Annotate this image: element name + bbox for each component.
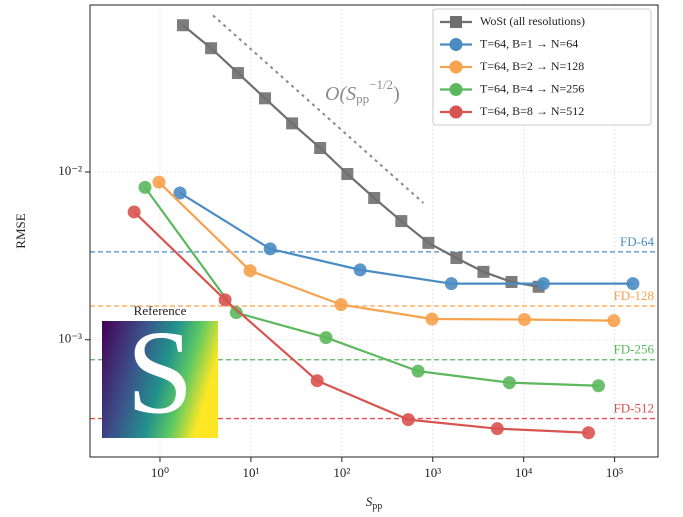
series-line <box>133 211 589 434</box>
marker <box>286 117 299 130</box>
inset-image <box>102 321 218 438</box>
legend-label: WoSt (all resolutions) <box>480 14 585 28</box>
marker <box>138 180 152 194</box>
annotation-sup: −1/2 <box>369 77 393 92</box>
fd-label: FD-512 <box>614 401 654 416</box>
legend-label: T=64, B=8 → N=512 <box>480 104 584 118</box>
marker <box>334 298 348 312</box>
marker <box>502 376 516 390</box>
marker <box>444 277 458 291</box>
marker <box>626 277 640 291</box>
y-tick-label: 10⁻² <box>58 163 82 178</box>
legend-label: T=64, B=4 → N=256 <box>480 81 584 95</box>
marker <box>229 306 243 320</box>
legend-marker <box>449 105 463 119</box>
legend-marker <box>449 60 463 74</box>
marker <box>263 242 277 256</box>
marker <box>517 313 531 327</box>
marker <box>401 413 415 427</box>
marker <box>314 142 327 155</box>
series-line <box>179 192 633 285</box>
inset-title: Reference <box>134 303 187 318</box>
fd-label: FD-128 <box>614 288 654 303</box>
y-axis-label: RMSE <box>13 213 28 248</box>
legend-marker <box>449 83 463 96</box>
x-tick-label: 10⁵ <box>606 465 624 480</box>
marker <box>176 19 189 32</box>
marker <box>341 168 354 181</box>
marker <box>450 252 463 265</box>
x-axis-label-sub: pp <box>372 501 382 512</box>
marker <box>592 379 606 393</box>
x-tick-label: 10¹ <box>242 465 259 480</box>
marker <box>353 263 367 277</box>
fd-label: FD-256 <box>614 342 655 357</box>
legend-marker <box>449 38 463 51</box>
marker <box>319 331 333 345</box>
marker <box>243 264 257 278</box>
annotation-end: ) <box>393 83 400 105</box>
legend-box <box>432 8 652 126</box>
marker <box>310 374 324 388</box>
marker <box>411 364 425 378</box>
marker <box>368 191 381 204</box>
marker <box>205 42 218 55</box>
marker <box>477 265 490 278</box>
marker <box>152 175 166 189</box>
annotation-sub: pp <box>356 91 369 106</box>
fd-label: FD-64 <box>620 234 654 249</box>
legend: WoSt (all resolutions) T=64, B=1 → N=64 T=… <box>432 8 652 126</box>
x-axis-label: Spp <box>366 494 383 512</box>
x-tick-label: 10⁴ <box>515 465 533 480</box>
marker <box>231 67 244 80</box>
marker <box>581 426 595 440</box>
marker <box>425 312 439 326</box>
marker <box>173 186 187 200</box>
reference-line <box>212 14 425 204</box>
y-tick-label: 10⁻³ <box>58 331 82 346</box>
legend-marker <box>450 16 462 28</box>
marker <box>505 275 518 288</box>
x-tick-label: 10³ <box>424 465 441 480</box>
series-line <box>158 181 614 322</box>
series-line <box>144 186 599 387</box>
inset-letter: S <box>127 306 194 439</box>
marker <box>490 422 504 436</box>
annotation-base: O(S <box>325 83 356 105</box>
marker <box>259 92 272 105</box>
x-tick-label: 10² <box>333 465 350 480</box>
legend-label: T=64, B=1 → N=64 <box>480 36 578 50</box>
plot-frame <box>89 4 659 458</box>
marker <box>395 215 408 228</box>
inset: Reference S <box>102 303 218 439</box>
marker <box>536 277 550 291</box>
x-axis-label-main: S <box>366 494 373 509</box>
marker <box>607 314 621 328</box>
x-tick-label: 10⁰ <box>151 465 169 480</box>
legend-label: T=64, B=2 → N=128 <box>480 59 584 73</box>
annotation: O(Spp−1/2) <box>325 77 400 106</box>
marker <box>218 293 232 307</box>
marker <box>422 236 435 249</box>
marker <box>127 205 141 219</box>
